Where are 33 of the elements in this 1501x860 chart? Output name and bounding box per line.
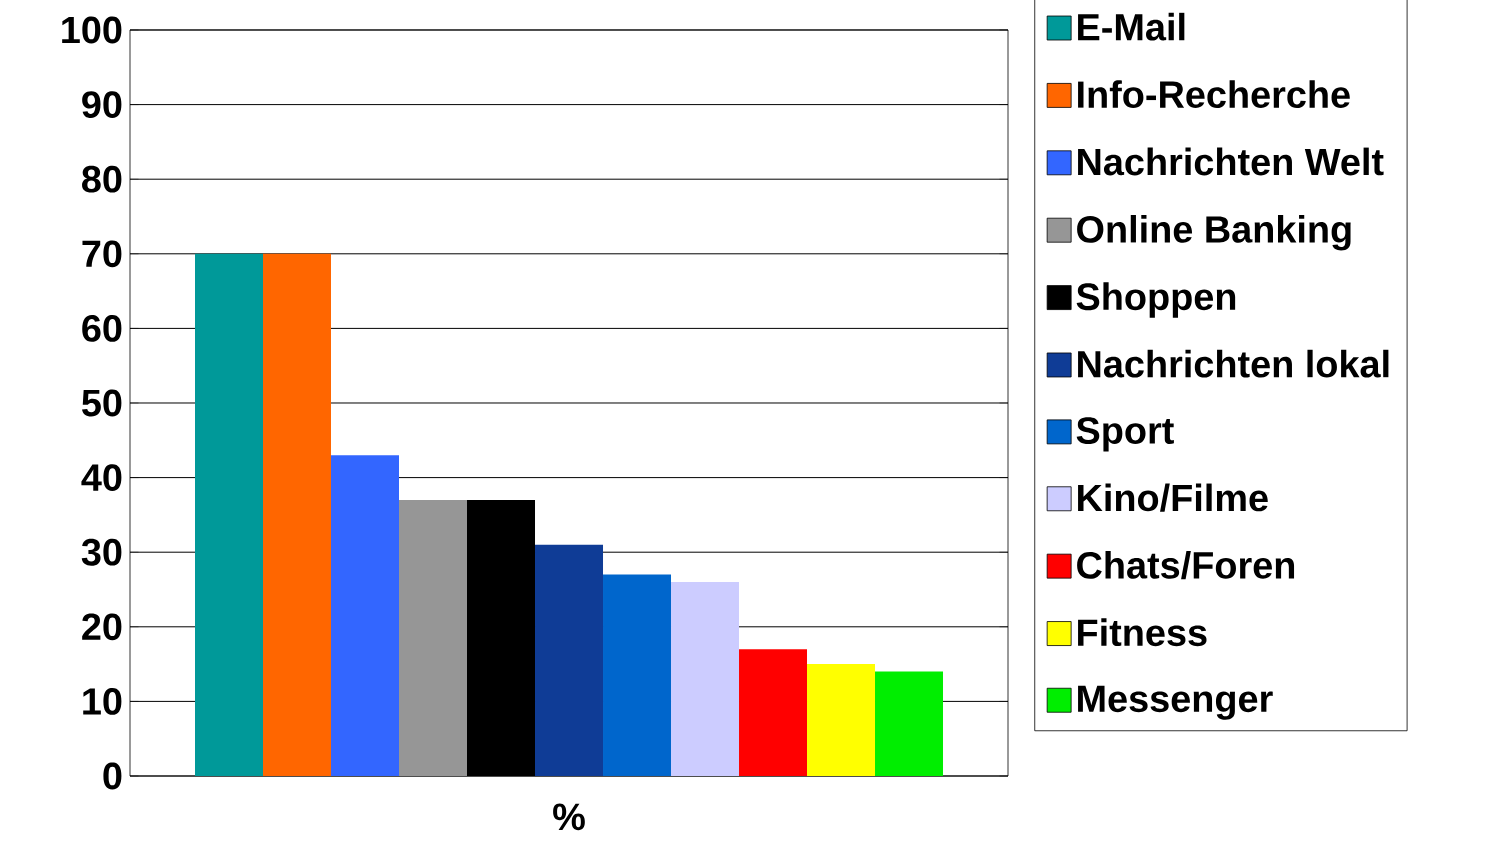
y-tick-label: 30 — [81, 538, 122, 566]
y-tick-label: 20 — [82, 613, 122, 641]
y-tick-label: 50 — [82, 389, 122, 417]
x-tick-label: % — [553, 803, 585, 831]
bar — [739, 649, 808, 776]
legend-label: Nachrichten lokal — [1078, 349, 1389, 378]
bar — [331, 455, 399, 776]
legend-label: Fitness — [1078, 618, 1207, 647]
y-tick-label: 10 — [83, 687, 122, 715]
y-tick-label: 70 — [82, 240, 122, 268]
legend-label: Nachrichten Welt — [1078, 147, 1384, 176]
legend-label: E-Mail — [1078, 12, 1185, 41]
bar — [671, 582, 740, 776]
legend-label: Kino/Filme — [1078, 483, 1268, 512]
y-tick-label: 60 — [82, 314, 122, 342]
y-tick-label: 40 — [81, 464, 122, 491]
legend-label: Sport — [1076, 417, 1174, 452]
legend-label: Shoppen — [1076, 282, 1236, 318]
y-tick-label: 0 — [103, 762, 122, 790]
y-tick-label: 100 — [62, 16, 122, 44]
y-tick-label: 80 — [82, 165, 122, 193]
legend-label: Info-Recherche — [1078, 80, 1350, 109]
bar — [195, 253, 263, 776]
bar — [875, 671, 944, 776]
y-tick-label: 90 — [82, 91, 122, 118]
legend-label: Messenger — [1078, 685, 1273, 720]
legend-label: Chats/Foren — [1077, 550, 1295, 580]
bar — [603, 574, 672, 776]
bar — [263, 253, 331, 776]
bar — [807, 664, 876, 776]
bar — [399, 499, 467, 776]
bar — [535, 544, 604, 776]
legend-label: Online Banking — [1077, 214, 1351, 251]
